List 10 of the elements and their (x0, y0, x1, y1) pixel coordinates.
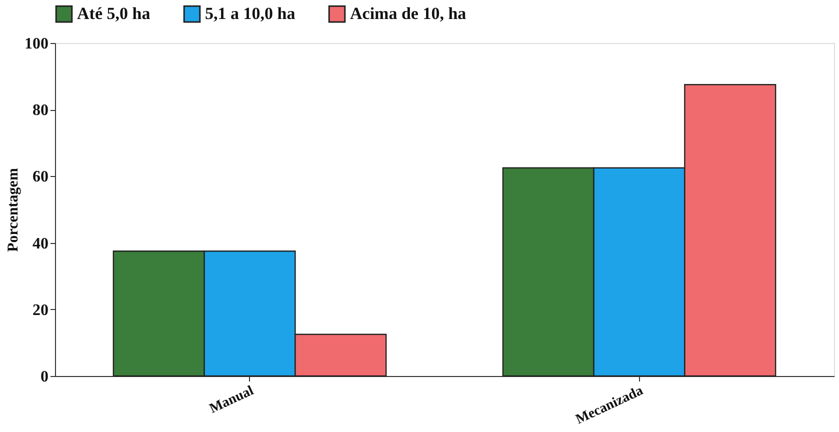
legend-label: Acima de 10, ha (350, 4, 467, 24)
y-tick-label: 80 (32, 102, 48, 120)
y-tick-label: 0 (40, 368, 48, 386)
y-tick-label: 20 (32, 302, 48, 319)
y-axis-title: Porcentagem (6, 168, 22, 252)
y-tick-label: 100 (24, 36, 48, 52)
y-tick-label: 40 (32, 235, 48, 252)
legend-label: 5,1 a 10,0 ha (205, 4, 296, 24)
legend-label: Até 5,0 ha (77, 4, 151, 24)
y-tick-label: 60 (32, 168, 48, 186)
